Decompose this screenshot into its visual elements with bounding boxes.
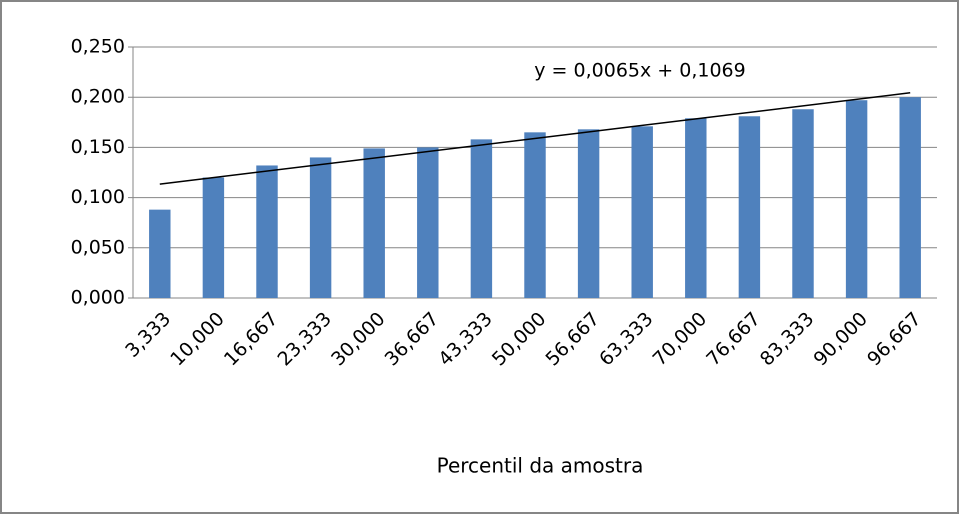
- bar: [577, 129, 600, 298]
- bar: [845, 100, 868, 298]
- bar: [685, 118, 707, 298]
- y-tick-label: 0,200: [71, 86, 125, 108]
- bar: [202, 177, 225, 298]
- trendline: [159, 92, 911, 185]
- bar: [363, 148, 385, 298]
- trendline-label: y = 0,0065x + 0,1069: [534, 60, 745, 82]
- bar: [631, 126, 653, 298]
- bar: [256, 165, 278, 298]
- y-tick-label: 0,000: [71, 287, 125, 309]
- x-axis-title: Percentil da amostra: [437, 454, 644, 478]
- bar: [417, 147, 439, 298]
- bar: [524, 132, 546, 298]
- bar: [738, 116, 761, 298]
- y-tick-label: 0,100: [71, 186, 125, 208]
- bar: [470, 139, 493, 298]
- y-tick-label: 0,250: [71, 36, 125, 58]
- bar: [149, 209, 171, 298]
- bar: [309, 157, 332, 298]
- y-tick-label: 0,150: [71, 136, 125, 158]
- bar: [792, 109, 814, 298]
- bar: [899, 97, 921, 298]
- y-tick-label: 0,050: [71, 236, 125, 258]
